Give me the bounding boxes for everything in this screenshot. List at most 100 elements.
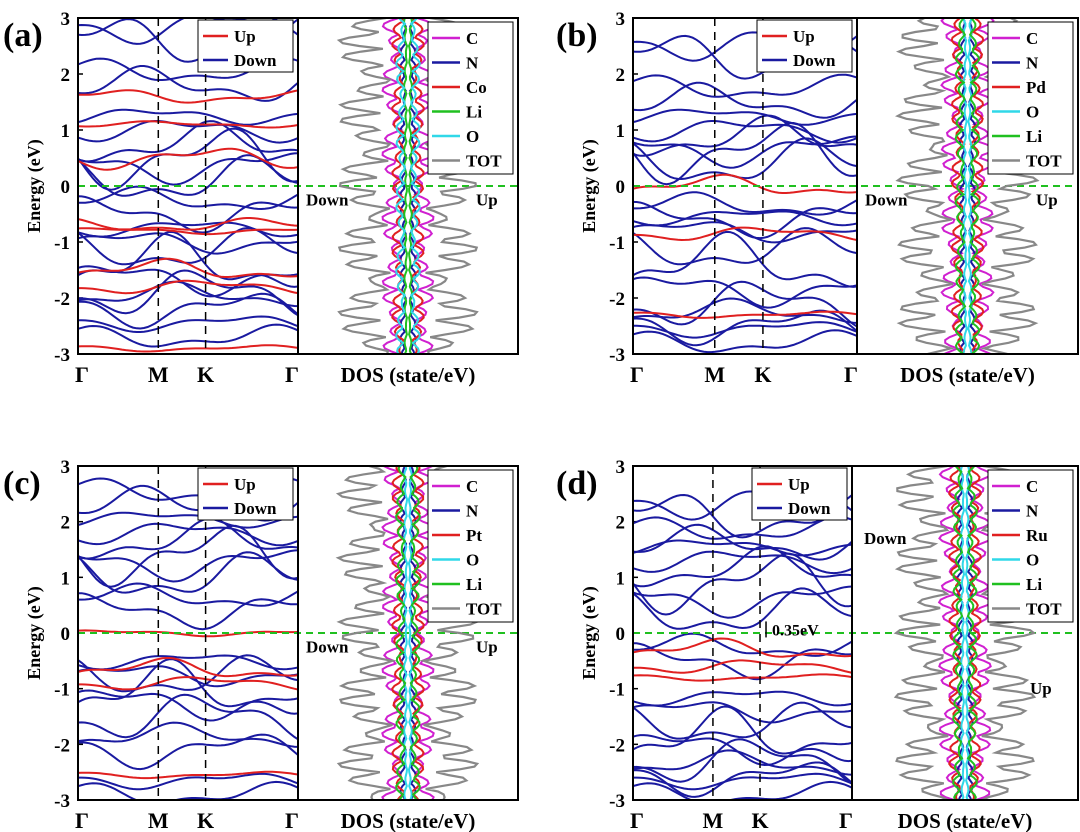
up-band-line (633, 637, 852, 658)
down-band-line (633, 780, 852, 800)
k-point-label: Γ (839, 808, 853, 832)
up-band-line (633, 673, 852, 682)
up-band-line (633, 659, 852, 674)
down-band-line (633, 108, 857, 126)
up-band-line (78, 217, 298, 231)
down-band-line (78, 195, 298, 234)
k-point-label: M (704, 362, 725, 387)
dos-frame (856, 17, 1079, 355)
up-band-line (78, 120, 298, 129)
k-point-label: Γ (630, 808, 644, 832)
y-tick-label: 1 (616, 121, 626, 142)
dos-curve-right (407, 18, 413, 354)
legend-label: Co (466, 78, 487, 97)
dos-spin-up-label: Up (476, 191, 498, 210)
down-band-line (78, 18, 298, 45)
dos-curve-left (402, 466, 409, 800)
down-band-line (633, 493, 852, 539)
k-point-label: K (197, 808, 214, 832)
dos-curve-right (968, 18, 981, 354)
band-structure (633, 31, 857, 354)
y-axis-label: Energy (eV) (24, 139, 45, 232)
legend-label: O (1026, 103, 1039, 122)
panel-1: (a) Energy (eV) -3 -2 -1 0 1 2 3 Γ M K Γ DOS (state/e… (3, 9, 519, 387)
dos-curve-left (894, 18, 955, 354)
down-band-line (78, 592, 298, 631)
down-band-line (633, 642, 852, 681)
legend-label: Up (234, 475, 256, 494)
down-band-line (633, 761, 852, 798)
legend-label: Ru (1026, 526, 1048, 545)
down-band-line (78, 292, 298, 330)
dos-legend: CN Pd O Li TOT (987, 21, 1074, 175)
k-point-label: M (148, 362, 169, 387)
up-band-line (78, 770, 298, 780)
k-point-label: K (197, 362, 214, 387)
down-band-line (633, 280, 857, 328)
down-band-line (78, 511, 298, 529)
y-tick-label: -2 (54, 735, 70, 756)
down-band-line (633, 121, 857, 186)
down-band-line (633, 120, 857, 144)
dos-curve-right (967, 18, 973, 354)
legend-label: Li (466, 103, 482, 122)
dos-curve-right (409, 466, 421, 800)
panel-label: (b) (556, 17, 598, 54)
k-point-label: Γ (75, 362, 89, 387)
y-tick-label: 0 (616, 177, 626, 198)
down-band-line (633, 114, 857, 157)
down-band-line (633, 550, 852, 575)
panel-label: (a) (3, 17, 43, 54)
k-point-label: M (148, 808, 169, 832)
band-structure (78, 18, 298, 353)
dos-spin-up-label: Up (476, 637, 498, 656)
y-tick-label: 3 (61, 9, 71, 30)
dos-curve-left (893, 466, 950, 800)
up-band-line (78, 89, 298, 104)
down-band-line (633, 585, 852, 619)
dos-curve-left (962, 18, 968, 354)
down-band-line (633, 734, 852, 767)
legend-box (751, 467, 848, 521)
down-band-line (633, 210, 857, 227)
legend-label: Up (234, 27, 256, 46)
dos-legend: CN Ru O Li TOT (987, 469, 1074, 623)
y-tick-label: -2 (54, 289, 70, 310)
y-tick-label: 2 (616, 513, 626, 534)
down-band-line (633, 309, 857, 347)
y-tick-label: 2 (61, 65, 71, 86)
down-band-line (78, 721, 298, 748)
y-tick-label: -2 (609, 289, 625, 310)
down-band-line (78, 152, 298, 186)
dos-spin-up-label: Up (1036, 191, 1058, 210)
dos-curve-left (952, 466, 964, 800)
panel-label: (c) (3, 465, 41, 502)
down-band-line (633, 632, 852, 657)
panel-4: (d) Energy (eV) -3 -2 -1 0 1 2 3 Γ M K Γ DOS (state/e… (556, 457, 1079, 832)
up-band-line (78, 676, 298, 691)
down-band-line (78, 658, 298, 715)
dos-curve-left (954, 18, 967, 354)
legend-label: C (466, 477, 478, 496)
dos-curve-left (950, 18, 966, 354)
down-band-line (78, 232, 298, 255)
y-axis-label: Energy (eV) (24, 586, 45, 679)
panel-3: (c) Energy (eV) -3 -2 -1 0 1 2 3 Γ M K Γ DOS (state/e… (3, 457, 519, 832)
down-band-line (78, 522, 298, 547)
legend-label: N (1026, 54, 1039, 73)
y-tick-label: 3 (61, 457, 71, 478)
legend-label: Down (793, 51, 836, 70)
down-band-line (633, 738, 852, 785)
legend-box (197, 467, 294, 521)
dos-x-axis-label: DOS (state/eV) (900, 363, 1035, 387)
down-band-line (633, 200, 857, 240)
legend-label: Down (788, 499, 831, 518)
y-tick-label: -3 (54, 345, 70, 366)
dos-plot (335, 466, 481, 800)
up-band-line (633, 310, 857, 319)
dos-curve-right (967, 18, 977, 354)
dos-curve-right (969, 18, 985, 354)
dos-curve-left (335, 466, 397, 800)
legend-label: Pt (466, 526, 482, 545)
